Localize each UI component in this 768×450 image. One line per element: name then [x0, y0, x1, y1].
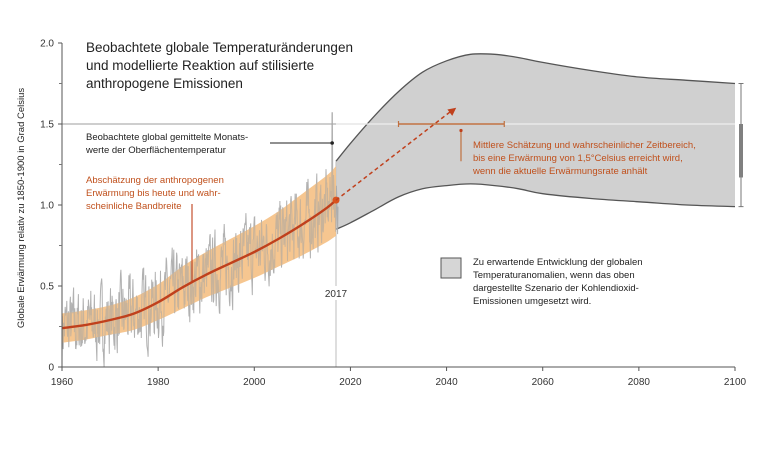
annotation-anthropogenic-line-1: Abschätzung der anthropogenen — [86, 175, 224, 186]
annotation-observed-line-1: Beobachtete global gemittelte Monats- — [86, 132, 248, 143]
title-line-3: anthropogene Emissionen — [86, 76, 243, 91]
y-tick-label: 2.0 — [40, 39, 54, 50]
annotation-anthropogenic-line-2: Erwärmung bis heute und wahr- — [86, 188, 221, 199]
projection-dashed-arrow — [335, 109, 453, 201]
x-tick-label: 2060 — [532, 377, 555, 388]
x-tick-label: 2040 — [435, 377, 458, 388]
title-line-1: Beobachtete globale Temperaturänderungen — [86, 40, 353, 55]
y-axis-label: Globale Erwärmung relativ zu 1850-1900 i… — [16, 88, 27, 329]
right-range-thick — [739, 124, 743, 178]
anthropogenic-estimate-line — [61, 199, 337, 330]
legend-line-1: Zu erwartende Entwicklung der globalen — [473, 257, 643, 268]
y-tick-label: 0 — [48, 363, 54, 374]
annotation-anthropogenic: Abschätzung der anthropogenen Erwärmung … — [86, 175, 224, 212]
x-tick-label: 1980 — [147, 377, 170, 388]
year-marker-label: 2017 — [325, 289, 348, 300]
legend-swatch — [440, 257, 462, 279]
legend-line-3: dargestellte Szenario der Kohlendioxid- — [473, 283, 639, 294]
annotation-observed-line-2: werte der Oberflächentemperatur — [85, 145, 226, 156]
chart-title: Beobachtete globale Temperaturänderungen… — [86, 40, 353, 91]
x-tick-label: 2100 — [724, 377, 747, 388]
year-marker-label-bg — [324, 286, 349, 300]
projection-upper-edge — [335, 53, 736, 162]
annotation-estimate-1-5: Mittlere Schätzung und wahrscheinlicher … — [472, 140, 696, 177]
legend-line-2: Temperaturanomalien, wenn das oben — [473, 270, 635, 281]
x-tick-label: 2020 — [339, 377, 362, 388]
axes: 0 0.5 1.0 1.5 2.0 1960 1980 2000 2020 2040 2060 208… — [40, 39, 746, 389]
annotation-anthropogenic-line-3: scheinliche Bandbreite — [86, 201, 182, 212]
projection-band — [336, 53, 735, 230]
observed-monthly-series — [61, 112, 339, 368]
observed-leader-dot — [330, 141, 334, 145]
projection-lower-edge — [335, 183, 736, 230]
annotation-estimate-line-2: bis eine Erwärmung von 1,5°Celsius errei… — [473, 153, 683, 164]
arrow-head — [447, 107, 457, 116]
annotation-estimate-line-1: Mittlere Schätzung und wahrscheinlicher … — [473, 140, 696, 151]
title-line-2: und modellierte Reaktion auf stilisierte — [86, 58, 314, 73]
plot-area: 2017 — [61, 53, 744, 368]
range-pointer-dot — [459, 128, 463, 133]
legend: Zu erwartende Entwicklung der globalen T… — [440, 257, 643, 307]
x-tick-label: 2000 — [243, 377, 266, 388]
x-tick-label: 2080 — [628, 377, 651, 388]
y-tick-label: 0.5 — [40, 282, 54, 293]
legend-line-4: Emissionen umgesetzt wird. — [473, 296, 591, 307]
x-tick-label: 1960 — [51, 377, 74, 388]
y-tick-label: 1.0 — [40, 201, 54, 212]
annotation-observed: Beobachtete global gemittelte Monats- we… — [85, 132, 248, 156]
annotation-estimate-line-3: wenn die aktuelle Erwärmungsrate anhält — [472, 166, 648, 177]
y-tick-label: 1.5 — [40, 120, 54, 131]
